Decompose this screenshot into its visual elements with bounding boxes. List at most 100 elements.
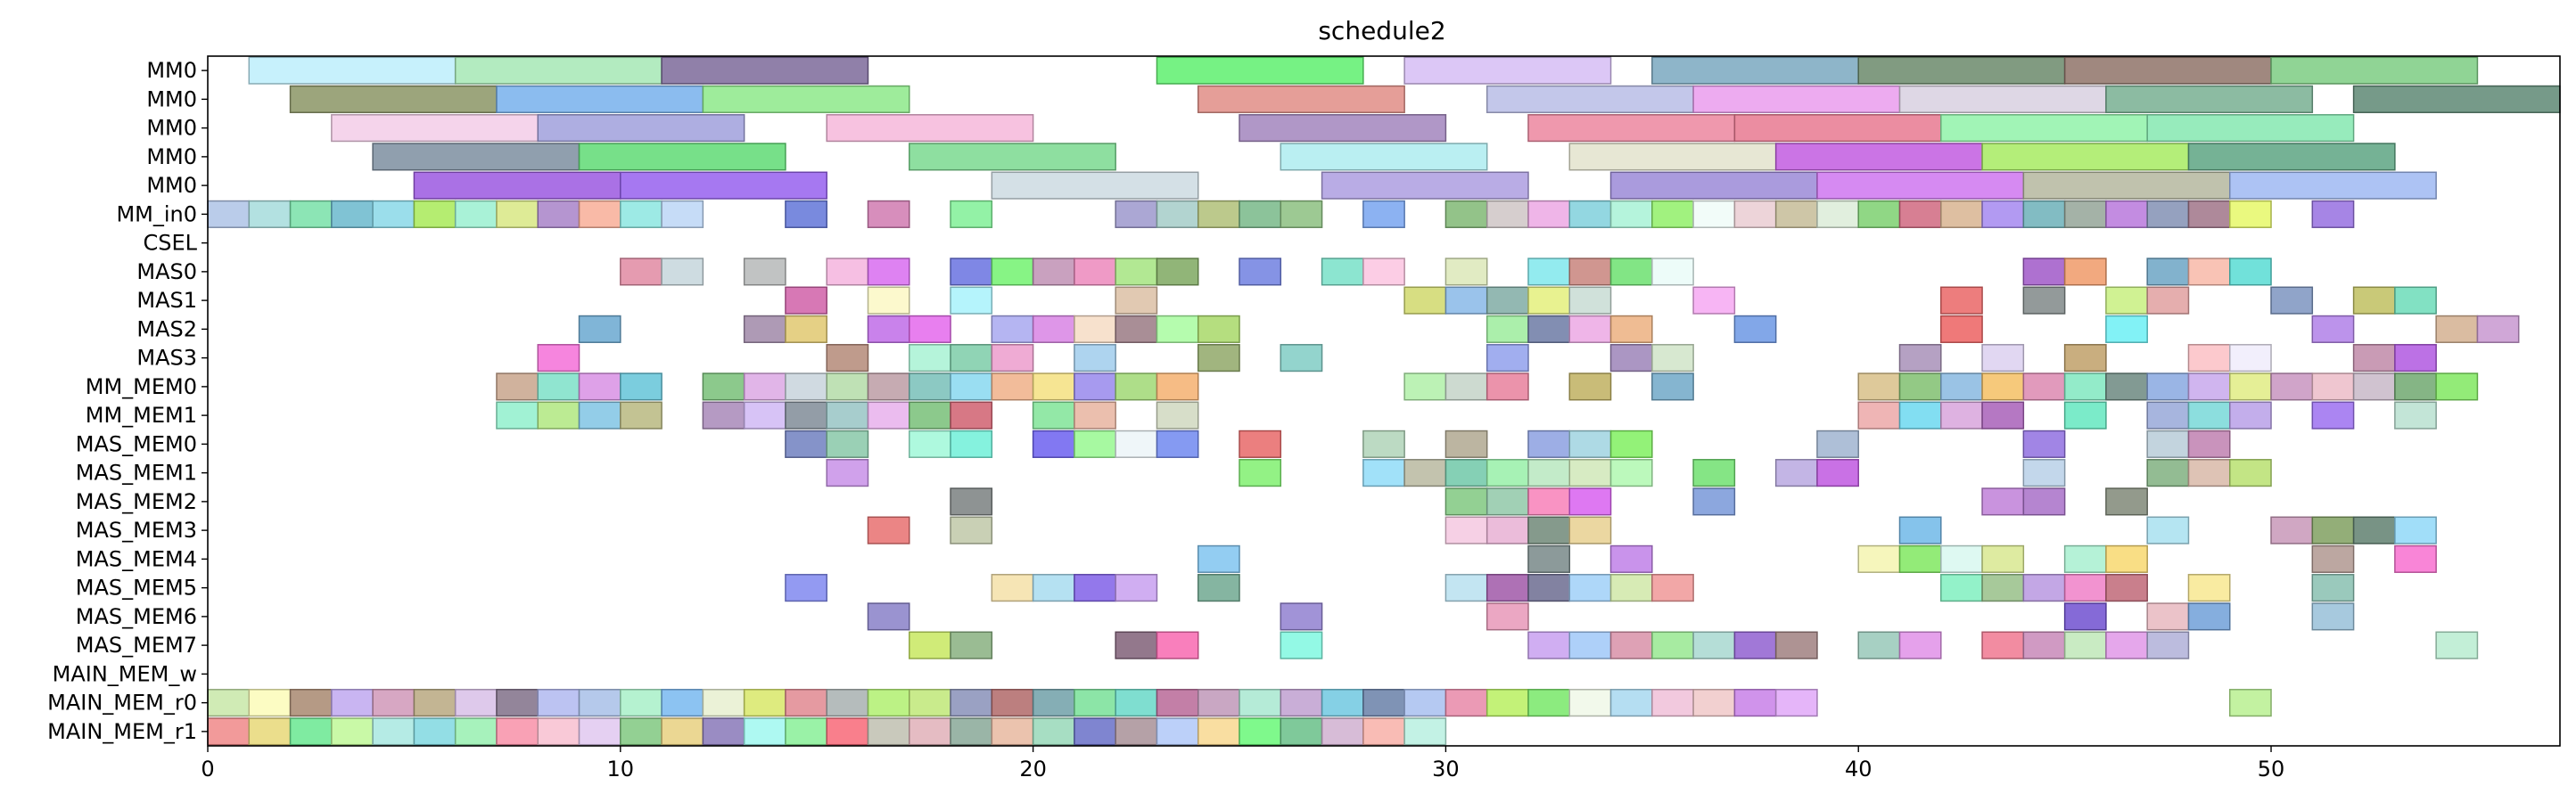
task-bar	[578, 143, 786, 171]
task-bar	[743, 258, 786, 286]
task-bar	[2270, 372, 2314, 401]
task-bar	[1774, 689, 1818, 717]
task-bar	[2352, 372, 2396, 401]
task-bar	[867, 689, 910, 717]
task-bar	[826, 689, 869, 717]
task-bar	[2229, 372, 2272, 401]
task-bar	[1651, 372, 1694, 401]
task-bar	[1403, 56, 1612, 85]
task-bar	[743, 689, 786, 717]
task-bar	[785, 372, 827, 401]
task-bar	[1197, 315, 1240, 343]
task-bar	[1609, 631, 1653, 659]
task-bar	[1857, 372, 1901, 401]
task-bar	[2022, 631, 2066, 659]
y-tick-label: MAS_MEM6	[76, 604, 197, 629]
task-bar	[867, 200, 910, 228]
task-bar	[1403, 689, 1447, 717]
y-tick-label: MM_in0	[116, 201, 197, 226]
task-bar	[1527, 689, 1571, 717]
task-bar	[950, 631, 993, 659]
task-bar	[1239, 258, 1282, 286]
task-bar	[207, 200, 251, 228]
task-bar	[1403, 717, 1447, 746]
task-bar	[1940, 401, 1983, 430]
task-bar	[1197, 689, 1240, 717]
task-bar	[1280, 200, 1323, 228]
task-bar	[496, 689, 539, 717]
task-bar	[1444, 487, 1488, 516]
task-bar	[1733, 315, 1777, 343]
task-bar	[1940, 200, 1983, 228]
task-bar	[1940, 544, 1983, 573]
task-bar	[454, 56, 663, 85]
task-bar	[1651, 56, 1859, 85]
task-bar	[248, 200, 292, 228]
task-bar	[372, 689, 416, 717]
task-bar	[1280, 602, 1323, 631]
task-bar	[537, 717, 580, 746]
task-bar	[1403, 372, 1447, 401]
task-bar	[1115, 689, 1158, 717]
task-bar	[413, 171, 621, 200]
x-tick-label: 0	[201, 757, 214, 782]
x-tick-label: 10	[607, 757, 635, 782]
task-bar	[1156, 689, 1199, 717]
task-bar	[248, 56, 457, 85]
task-bar	[1527, 200, 1571, 228]
task-bar	[1156, 631, 1199, 659]
task-bar	[1156, 717, 1199, 746]
y-tick-label: MAS_MEM1	[76, 461, 197, 486]
task-bar	[702, 372, 745, 401]
task-bar	[826, 459, 869, 487]
task-bar	[1280, 143, 1488, 171]
task-bar	[1940, 114, 2148, 143]
task-bar	[2022, 487, 2066, 516]
task-bar	[743, 315, 786, 343]
task-bar	[991, 344, 1034, 372]
task-bar	[743, 717, 786, 746]
task-bar	[1486, 286, 1529, 315]
task-bar	[1774, 631, 1818, 659]
task-bar	[1321, 717, 1364, 746]
task-bar	[1115, 286, 1158, 315]
task-bar	[991, 372, 1034, 401]
task-bar	[950, 717, 993, 746]
y-tick-label: MM0	[146, 144, 197, 169]
task-bar	[785, 689, 827, 717]
task-bar	[785, 315, 827, 343]
y-tick-label: MM_MEM0	[86, 374, 197, 399]
task-bar	[2394, 401, 2437, 430]
task-bar	[1074, 372, 1116, 401]
task-bar	[537, 344, 580, 372]
task-bar	[2311, 372, 2355, 401]
task-bar	[1032, 717, 1075, 746]
task-bar	[1115, 430, 1158, 458]
task-bar	[578, 315, 621, 343]
task-bar	[2270, 56, 2479, 85]
task-bar	[1609, 574, 1653, 602]
task-bar	[1444, 459, 1488, 487]
task-bar	[991, 574, 1034, 602]
task-bar	[1898, 344, 1942, 372]
task-bar	[1074, 258, 1116, 286]
task-bar	[1321, 258, 1364, 286]
task-bar	[1444, 200, 1488, 228]
task-bar	[1651, 344, 1694, 372]
task-bar	[2063, 344, 2107, 372]
task-bar	[2311, 602, 2355, 631]
y-tick-label: MAS_MEM2	[76, 489, 197, 514]
y-tick-label: MAIN_MEM_r0	[47, 691, 197, 716]
task-bar	[1486, 85, 1694, 113]
task-bar	[1816, 171, 2025, 200]
task-bar	[2022, 574, 2066, 602]
task-bar	[1816, 430, 1859, 458]
task-bar	[1444, 516, 1488, 544]
task-bar	[867, 286, 910, 315]
task-bar	[289, 717, 333, 746]
task-bar	[909, 717, 951, 746]
task-bar	[2146, 200, 2190, 228]
task-bar	[1568, 459, 1612, 487]
task-bar	[620, 372, 663, 401]
y-tick-label: CSEL	[143, 231, 197, 256]
